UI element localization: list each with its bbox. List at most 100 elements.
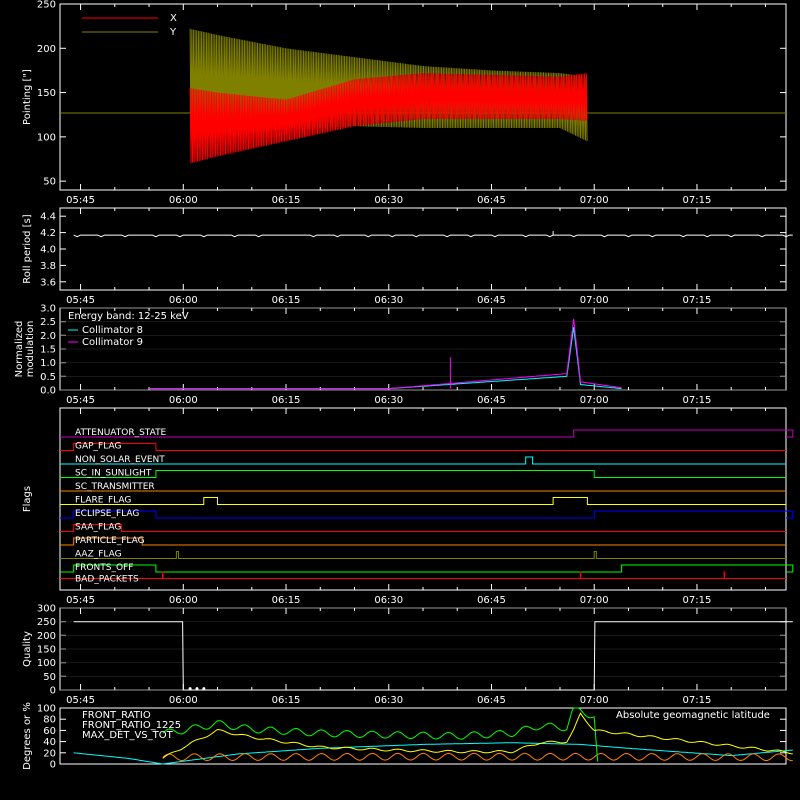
quality-ylabel: Quality [22, 631, 33, 667]
ratios-ytick-label: 80 [43, 715, 56, 726]
quality-xtick-label: 06:30 [374, 695, 403, 706]
modulation-xtick-label: 06:15 [272, 395, 301, 406]
roll-xtick-label: 07:00 [580, 295, 609, 306]
roll-series [73, 234, 793, 238]
flag-line [60, 429, 794, 438]
ratios-ylabel: Degrees or % [22, 702, 33, 770]
quality-xtick-label: 06:15 [272, 695, 301, 706]
quality-dot [195, 687, 199, 691]
ratios-ytick-label: 60 [43, 726, 56, 737]
flag-line [60, 564, 794, 573]
pointing-xtick-label: 06:15 [272, 195, 301, 206]
ratios-series [73, 742, 793, 765]
modulation-xtick-label: 06:30 [374, 395, 403, 406]
modulation-annotation: Energy band: 12-25 keV [68, 311, 189, 322]
quality-dot [188, 687, 192, 691]
modulation-ytick-label: 0.0 [40, 386, 56, 397]
ratios-series [162, 752, 793, 762]
pointing-xtick-label: 07:15 [683, 195, 712, 206]
pointing-legend-label: Y [169, 27, 177, 38]
modulation-ytick-label: 1.5 [40, 345, 56, 356]
flags-xtick-label: 06:45 [477, 595, 506, 606]
flag-line [60, 537, 786, 546]
modulation-xtick-label: 07:00 [580, 395, 609, 406]
quality-xtick-label: 05:45 [66, 695, 95, 706]
quality-ytick-label: 100 [37, 658, 56, 669]
quality-series [73, 621, 793, 691]
modulation-ytick-label: 3.0 [40, 304, 56, 315]
roll-ytick-label: 4.4 [40, 212, 56, 223]
quality-ytick-label: 150 [37, 645, 56, 656]
flag-label: GAP_FLAG [75, 442, 121, 452]
ratios-legend-label: MAX_DET_VS_TOT [82, 730, 174, 741]
flag-label: SAA_FLAG [75, 523, 121, 533]
modulation-xtick-label: 06:45 [477, 395, 506, 406]
modulation-ytick-label: 1.0 [40, 358, 56, 369]
modulation-legend-label: Collimator 8 [82, 325, 143, 336]
modulation-xtick-label: 05:45 [66, 395, 95, 406]
roll-xtick-label: 06:15 [272, 295, 301, 306]
quality-xtick-label: 06:45 [477, 695, 506, 706]
flags-xtick-label: 06:30 [374, 595, 403, 606]
flags-ylabel: Flags [22, 486, 33, 512]
ratios-annotation: Absolute geomagnetic latitude [616, 710, 770, 721]
flag-line [60, 443, 786, 451]
flag-label: ECLIPSE_FLAG [75, 509, 139, 519]
roll-ytick-label: 3.8 [40, 261, 56, 272]
roll-ytick-label: 3.6 [40, 277, 56, 288]
modulation-legend-label: Collimator 9 [82, 337, 143, 348]
ratios-ytick-label: 40 [43, 737, 56, 748]
roll-ylabel: Roll period [s] [22, 214, 33, 283]
flag-line [60, 470, 786, 478]
ratios-legend-label: FRONT_RATIO_1225 [82, 720, 181, 731]
flag-label: FLARE_FLAG [75, 496, 131, 506]
roll-xtick-label: 06:00 [169, 295, 198, 306]
quality-ytick-label: 300 [37, 604, 56, 615]
pointing-xtick-label: 06:00 [169, 195, 198, 206]
roll-xtick-label: 06:45 [477, 295, 506, 306]
flag-label: SC_IN_SUNLIGHT [75, 469, 152, 479]
flags-xtick-label: 05:45 [66, 595, 95, 606]
pointing-ylabel: Pointing ["] [22, 69, 33, 125]
roll-ytick-label: 4.2 [40, 228, 56, 239]
modulation-series [149, 318, 622, 390]
modulation-ytick-label: 2.5 [40, 317, 56, 328]
flag-label: AAZ_FLAG [75, 550, 122, 560]
flag-label: NON_SOLAR_EVENT [75, 455, 165, 465]
roll-xtick-label: 05:45 [66, 295, 95, 306]
pointing-ytick-label: 150 [37, 88, 56, 99]
quality-ytick-label: 0 [50, 686, 56, 697]
quality-ytick-label: 50 [43, 672, 56, 683]
quality-ytick-label: 250 [37, 617, 56, 628]
modulation-ytick-label: 0.5 [40, 372, 56, 383]
quality-xtick-label: 07:00 [580, 695, 609, 706]
modulation-xtick-label: 07:15 [683, 395, 712, 406]
pointing-ytick-label: 100 [37, 132, 56, 143]
flag-line [60, 510, 794, 519]
quality-xtick-label: 07:15 [683, 695, 712, 706]
ratios-ytick-label: 0 [50, 760, 56, 771]
flags-xtick-label: 06:15 [272, 595, 301, 606]
flag-line [60, 551, 786, 559]
roll-ytick-label: 4.0 [40, 245, 56, 256]
quality-ytick-label: 200 [37, 631, 56, 642]
ratios-frame [59, 707, 787, 765]
flag-label: PARTICLE_FLAG [75, 536, 145, 546]
quality-dot [202, 687, 206, 691]
roll-xtick-label: 07:15 [683, 295, 712, 306]
pointing-xtick-label: 07:00 [580, 195, 609, 206]
flag-line [60, 524, 786, 532]
flags-xtick-label: 07:15 [683, 595, 712, 606]
pointing-xtick-label: 05:45 [66, 195, 95, 206]
ratios-series [162, 707, 599, 762]
flag-label: SC_TRANSMITTER [75, 482, 155, 492]
modulation-ytick-label: 2.0 [40, 331, 56, 342]
ratios-ytick-label: 20 [43, 748, 56, 759]
flags-xtick-label: 06:00 [169, 595, 198, 606]
ratios-series [162, 712, 793, 759]
pointing-ytick-label: 50 [43, 177, 56, 188]
modulation-xtick-label: 06:00 [169, 395, 198, 406]
ratios-ytick-label: 100 [37, 704, 56, 715]
pointing-ytick-label: 200 [37, 44, 56, 55]
